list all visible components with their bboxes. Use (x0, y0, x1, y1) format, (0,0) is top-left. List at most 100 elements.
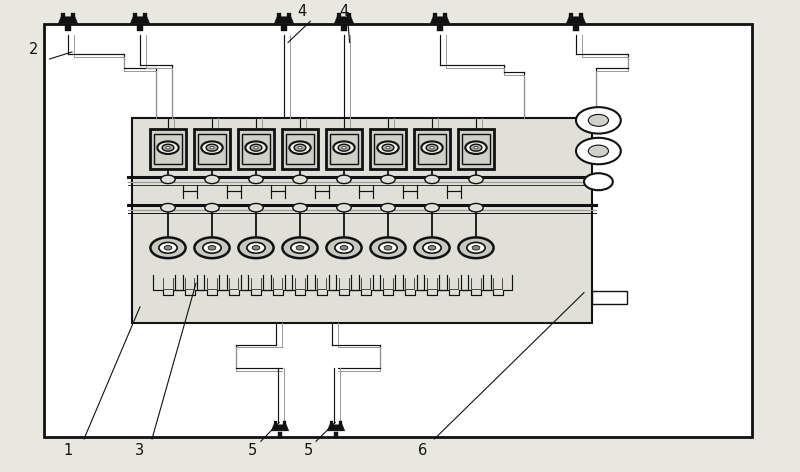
Circle shape (425, 175, 439, 184)
Circle shape (342, 146, 346, 149)
Circle shape (466, 142, 486, 154)
Circle shape (252, 245, 260, 250)
Circle shape (246, 142, 266, 154)
Circle shape (340, 245, 348, 250)
Bar (66, 25, 70, 31)
Polygon shape (274, 17, 294, 24)
Polygon shape (430, 17, 450, 24)
Circle shape (161, 203, 175, 212)
Text: 5: 5 (248, 443, 258, 458)
Circle shape (294, 144, 306, 151)
Bar (282, 129, 318, 169)
Circle shape (205, 175, 219, 184)
Circle shape (205, 203, 219, 212)
Circle shape (428, 245, 436, 250)
Text: 2: 2 (29, 42, 38, 57)
Circle shape (382, 144, 394, 151)
Circle shape (370, 237, 406, 258)
Bar (62, 13, 65, 17)
Circle shape (338, 144, 350, 151)
Bar (374, 134, 402, 163)
Bar (592, 291, 627, 304)
Circle shape (194, 237, 230, 258)
Circle shape (426, 144, 438, 151)
Circle shape (203, 243, 221, 253)
Bar (462, 134, 490, 163)
Text: 6: 6 (418, 443, 427, 458)
Circle shape (379, 243, 397, 253)
Text: 5: 5 (303, 443, 313, 458)
Bar (278, 432, 282, 438)
Circle shape (293, 203, 307, 212)
Bar (198, 134, 226, 163)
Circle shape (164, 245, 172, 250)
Circle shape (576, 138, 621, 164)
Bar (150, 129, 186, 169)
Circle shape (206, 144, 218, 151)
Bar (132, 118, 592, 323)
Circle shape (249, 203, 263, 212)
Circle shape (467, 243, 485, 253)
Circle shape (588, 114, 609, 126)
Bar (570, 13, 573, 17)
Bar (579, 13, 582, 17)
Circle shape (470, 144, 482, 151)
Circle shape (378, 142, 398, 154)
Bar (458, 129, 494, 169)
Circle shape (158, 142, 178, 154)
Circle shape (584, 173, 613, 190)
Circle shape (430, 146, 434, 149)
Bar (434, 13, 437, 17)
Circle shape (162, 144, 174, 151)
Bar (347, 13, 350, 17)
Circle shape (161, 175, 175, 184)
Bar (238, 129, 274, 169)
Circle shape (282, 237, 318, 258)
Circle shape (469, 203, 483, 212)
Polygon shape (566, 17, 586, 24)
Bar (138, 25, 142, 31)
Circle shape (576, 107, 621, 134)
Bar (370, 129, 406, 169)
Circle shape (414, 237, 450, 258)
Circle shape (469, 175, 483, 184)
Circle shape (337, 203, 351, 212)
Bar (44, 24, 752, 437)
Circle shape (166, 146, 170, 149)
Circle shape (326, 237, 362, 258)
Circle shape (298, 146, 302, 149)
Bar (134, 13, 137, 17)
Text: 1: 1 (63, 443, 73, 458)
Bar (282, 25, 286, 31)
Circle shape (254, 146, 258, 149)
Circle shape (250, 144, 262, 151)
Circle shape (381, 203, 395, 212)
Circle shape (381, 175, 395, 184)
Bar (574, 25, 578, 31)
Circle shape (159, 243, 177, 253)
Circle shape (150, 237, 186, 258)
Polygon shape (130, 17, 150, 24)
Bar (326, 129, 362, 169)
Circle shape (425, 203, 439, 212)
Bar (330, 134, 358, 163)
Bar (338, 13, 341, 17)
Bar (414, 129, 450, 169)
Bar (438, 25, 442, 31)
Circle shape (423, 243, 441, 253)
Bar (334, 432, 338, 438)
Circle shape (296, 245, 304, 250)
Bar (287, 13, 290, 17)
Circle shape (422, 142, 442, 154)
Circle shape (474, 146, 478, 149)
Circle shape (386, 146, 390, 149)
Bar (339, 421, 342, 425)
Bar (274, 421, 277, 425)
Bar (194, 129, 230, 169)
Circle shape (458, 237, 494, 258)
Circle shape (238, 237, 274, 258)
Bar (154, 134, 182, 163)
Circle shape (334, 142, 354, 154)
Bar (242, 134, 270, 163)
Polygon shape (271, 425, 289, 431)
